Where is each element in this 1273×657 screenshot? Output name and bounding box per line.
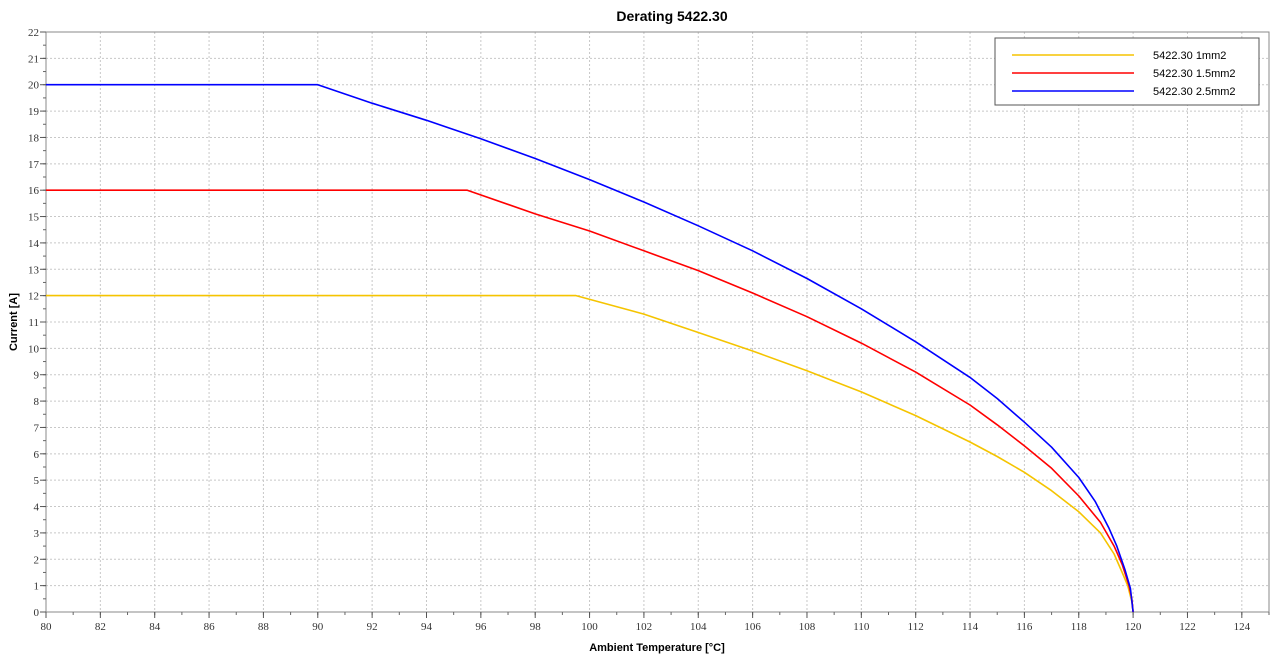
- x-tick-label: 104: [690, 621, 707, 633]
- y-tick-label: 3: [34, 528, 40, 540]
- y-tick-label: 8: [34, 396, 40, 408]
- y-tick-label: 10: [28, 343, 40, 355]
- y-axis-label: Current [A]: [8, 293, 20, 351]
- x-tick-label: 108: [799, 621, 816, 633]
- x-tick-label: 86: [204, 621, 216, 633]
- y-tick-label: 18: [28, 132, 40, 144]
- x-tick-label: 124: [1234, 621, 1251, 633]
- series-line-2: [46, 189, 1134, 613]
- y-tick-label: 21: [28, 53, 39, 65]
- legend-label-2: 5422.30 1.5mm2: [1153, 68, 1236, 80]
- y-tick-label: 16: [28, 185, 40, 197]
- plot-grid: [45, 31, 1269, 613]
- legend: 5422.30 1mm2 5422.30 1.5mm2 5422.30 2.5mm2: [994, 37, 1260, 106]
- legend-label-3: 5422.30 2.5mm2: [1153, 86, 1236, 98]
- y-tick-label: 15: [28, 212, 40, 224]
- legend-box: [994, 37, 1260, 106]
- chart-title: Derating 5422.30: [616, 8, 727, 24]
- x-tick-label: 110: [853, 621, 870, 633]
- x-tick-label: 102: [636, 621, 653, 633]
- x-axis-label: Ambient Temperature [°C]: [589, 642, 725, 654]
- x-tick-label: 118: [1071, 621, 1088, 633]
- legend-label-1: 5422.30 1mm2: [1153, 50, 1226, 62]
- series-line-1: [46, 294, 1134, 613]
- x-tick-label: 94: [421, 621, 433, 633]
- y-tick-label: 6: [34, 449, 40, 461]
- series-lines: [46, 83, 1134, 613]
- y-tick-label: 9: [34, 370, 40, 382]
- y-tick-label: 0: [34, 607, 40, 619]
- x-tick-label: 92: [367, 621, 378, 633]
- y-tick-label: 12: [28, 291, 39, 303]
- y-tick-label: 22: [28, 27, 39, 39]
- x-tick-label: 80: [41, 621, 53, 633]
- x-tick-label: 114: [962, 621, 979, 633]
- y-tick-label: 5: [34, 475, 40, 487]
- series-line-3: [46, 83, 1134, 613]
- x-tick-label: 112: [908, 621, 924, 633]
- x-tick-label: 106: [744, 621, 761, 633]
- x-tick-label: 90: [312, 621, 324, 633]
- y-tick-label: 1: [34, 581, 40, 593]
- y-tick-label: 4: [34, 502, 40, 514]
- x-tick-label: 84: [149, 621, 161, 633]
- x-axis-ticks: 80 82 84 86 88 90 92 94 96 98 100 102 104 106 108 110 11…: [41, 612, 1270, 633]
- x-tick-label: 82: [95, 621, 106, 633]
- y-tick-label: 13: [28, 264, 40, 276]
- y-tick-label: 7: [34, 422, 40, 434]
- x-tick-label: 120: [1125, 621, 1142, 633]
- y-tick-label: 19: [28, 106, 40, 118]
- x-tick-label: 96: [475, 621, 487, 633]
- x-tick-label: 88: [258, 621, 270, 633]
- x-tick-label: 100: [581, 621, 598, 633]
- y-tick-label: 2: [34, 554, 40, 566]
- plot-area-border: [45, 31, 1270, 613]
- y-tick-label: 11: [28, 317, 39, 329]
- y-tick-label: 14: [28, 238, 40, 250]
- x-tick-label: 116: [1016, 621, 1033, 633]
- x-tick-label: 98: [530, 621, 542, 633]
- x-tick-label: 122: [1179, 621, 1196, 633]
- y-tick-label: 20: [28, 80, 40, 92]
- y-tick-label: 17: [28, 159, 40, 171]
